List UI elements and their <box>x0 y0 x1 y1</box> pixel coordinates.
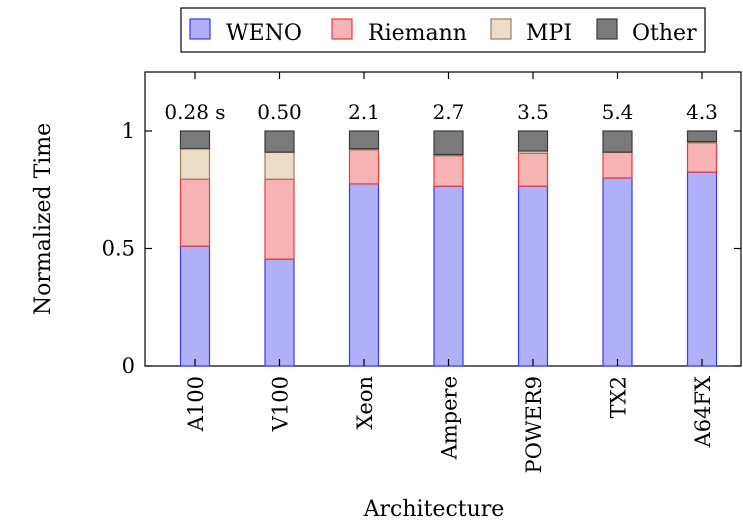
bar-segment-weno <box>348 183 380 367</box>
x-tick-label: V100 <box>269 376 293 432</box>
bar-segment-weno <box>686 171 718 367</box>
bar-segment-weno <box>179 245 211 367</box>
bar-segment-riemann <box>179 178 211 247</box>
x-tick-label: Xeon <box>353 376 377 430</box>
x-tick-label: A100 <box>184 376 208 432</box>
legend-label-mpi: MPI <box>526 21 572 46</box>
bar-segment-weno <box>433 185 464 367</box>
legend: WENO Riemann MPI Other <box>180 7 706 53</box>
bar-segment-riemann <box>517 152 549 187</box>
bar-segment-other <box>348 130 380 150</box>
bar-segment-other <box>264 130 295 153</box>
y-tick-label: 0 <box>122 354 135 378</box>
x-tick-label: A64FX <box>691 376 715 448</box>
y-axis-title: Normalized Time <box>31 123 56 315</box>
bar-top-label: 0.50 <box>257 100 302 124</box>
bar-segment-riemann <box>348 149 380 185</box>
x-tick-label: Ampere <box>438 376 462 460</box>
bar-top-label: 3.5 <box>517 100 549 124</box>
bar-top-label: 2.1 <box>348 100 380 124</box>
y-tick-label: 0.5 <box>102 237 135 261</box>
bar-top-label: 0.28 s <box>164 100 225 124</box>
legend-box <box>180 7 706 53</box>
bar-segment-other <box>686 130 718 143</box>
legend-label-riemann: Riemann <box>368 21 467 46</box>
bar-top-label: 5.4 <box>602 100 634 124</box>
x-axis: A100 V100 Xeon Ampere POWER9 TX2 A64FX <box>184 72 715 473</box>
x-tick-label: POWER9 <box>522 376 546 473</box>
bar-segment-weno <box>264 258 295 367</box>
bar-segment-other <box>602 130 633 153</box>
legend-swatch-other <box>596 18 618 40</box>
bar-top-label: 2.7 <box>433 100 465 124</box>
x-tick-label: TX2 <box>607 376 631 418</box>
bar-top-label: 4.3 <box>686 100 718 124</box>
bars <box>179 130 718 367</box>
bar-segment-riemann <box>602 151 633 179</box>
legend-label-weno: WENO <box>226 21 302 46</box>
bar-segment-other <box>179 130 211 150</box>
bar-segment-other <box>433 130 464 156</box>
bar-segment-mpi <box>179 148 211 180</box>
bar-segment-riemann <box>686 142 718 173</box>
x-axis-title: Architecture <box>363 497 505 522</box>
bar-segment-riemann <box>264 178 295 260</box>
legend-swatch-weno <box>189 18 211 40</box>
bar-top-labels: 0.28 s 0.50 2.1 2.7 3.5 5.4 4.3 <box>164 100 717 124</box>
y-axis: 00.51 <box>102 119 741 378</box>
legend-label-other: Other <box>632 21 697 46</box>
bar-segment-riemann <box>433 155 464 187</box>
bar-segment-weno <box>517 185 549 367</box>
bar-segment-mpi <box>264 151 295 180</box>
legend-swatch-riemann <box>331 18 353 40</box>
legend-swatch-mpi <box>490 18 512 40</box>
bar-segment-weno <box>602 177 633 367</box>
y-tick-label: 1 <box>122 119 135 143</box>
bar-segment-other <box>517 130 549 152</box>
